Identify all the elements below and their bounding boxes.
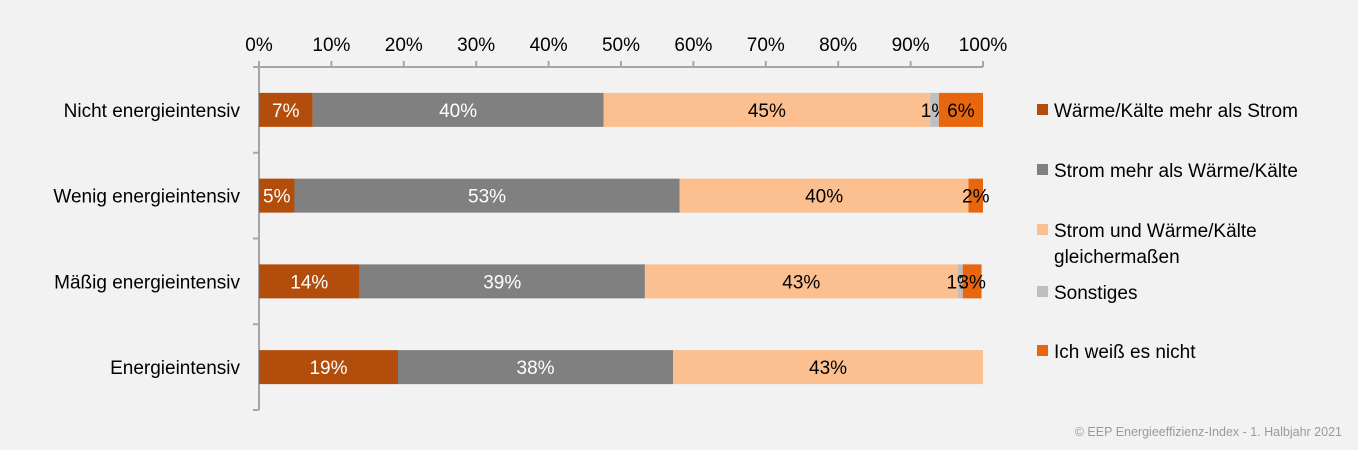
x-tick-label: 90% — [892, 35, 930, 56]
data-label: 39% — [483, 272, 521, 293]
bars-layer: 7% 40% 45% 1%6%5% 53% 40% 2%14% 39% 43% 1%3%19% 38… — [259, 92, 990, 385]
legend-label: Ich weiß es nicht — [1054, 342, 1196, 363]
data-label: 40% — [439, 101, 477, 122]
data-label: 3% — [958, 272, 986, 293]
bar-segment — [930, 92, 939, 127]
bar-segment — [398, 350, 674, 385]
legend-swatch — [1037, 286, 1048, 297]
bar-segment — [259, 92, 313, 127]
legend: Wärme/Kälte mehr als Strom Strom mehr als… — [1037, 101, 1298, 363]
bar-segment — [294, 178, 680, 213]
legend-swatch — [1037, 104, 1048, 115]
category-label: Nicht energieintensiv — [64, 101, 241, 122]
data-label: 6% — [947, 101, 975, 122]
x-tick-label: 40% — [530, 35, 568, 56]
x-tick-label: 30% — [457, 35, 495, 56]
data-label: 45% — [748, 101, 786, 122]
bar-segment — [312, 92, 604, 127]
data-label: 14% — [290, 272, 328, 293]
legend-label: Wärme/Kälte mehr als Strom — [1054, 101, 1298, 122]
x-tick-label: 80% — [819, 35, 857, 56]
legend-label: Strom und Wärme/Kälte — [1054, 221, 1257, 242]
bar-segment — [259, 350, 399, 385]
bar-segment — [359, 264, 645, 299]
category-label: Wenig energieintensiv — [53, 187, 240, 208]
bar-segment — [259, 264, 360, 299]
bar-segment — [644, 264, 958, 299]
x-tick-label: 0% — [245, 35, 273, 56]
data-label: 19% — [309, 358, 347, 379]
data-label: 7% — [272, 101, 300, 122]
data-label: 40% — [805, 187, 843, 208]
data-label: 38% — [517, 358, 555, 379]
bar-segment — [679, 178, 969, 213]
x-tick-label: 70% — [747, 35, 785, 56]
data-label: 43% — [782, 272, 820, 293]
category-label: Mäßig energieintensiv — [54, 272, 240, 293]
data-label: 5% — [263, 187, 291, 208]
legend-swatch — [1037, 345, 1048, 356]
bar-segment — [962, 264, 982, 299]
x-tick-label: 20% — [385, 35, 423, 56]
legend-label: Sonstiges — [1054, 283, 1137, 304]
bar-segment — [968, 178, 983, 213]
x-tick-label: 100% — [959, 35, 1008, 56]
x-tick-label: 60% — [674, 35, 712, 56]
bar-segment — [673, 350, 983, 385]
bar-segment — [603, 92, 931, 127]
data-label: 53% — [468, 187, 506, 208]
category-label: Energieintensiv — [110, 358, 240, 379]
bar-segment — [259, 178, 295, 213]
x-tick-label: 10% — [312, 35, 350, 56]
legend-swatch — [1037, 224, 1048, 235]
legend-swatch — [1037, 164, 1048, 175]
category-labels: Nicht energieintensiv Wenig energieintens… — [53, 101, 240, 379]
bar-segment — [938, 92, 983, 127]
legend-label: gleichermaßen — [1054, 247, 1180, 268]
bar-segment — [957, 264, 963, 299]
data-label: 2% — [962, 187, 990, 208]
legend-label: Strom mehr als Wärme/Kälte — [1054, 161, 1298, 182]
copyright-note: © EEP Energieeffizienz-Index - 1. Halbja… — [1075, 425, 1342, 439]
x-tick-label: 50% — [602, 35, 640, 56]
data-label: 43% — [809, 358, 847, 379]
